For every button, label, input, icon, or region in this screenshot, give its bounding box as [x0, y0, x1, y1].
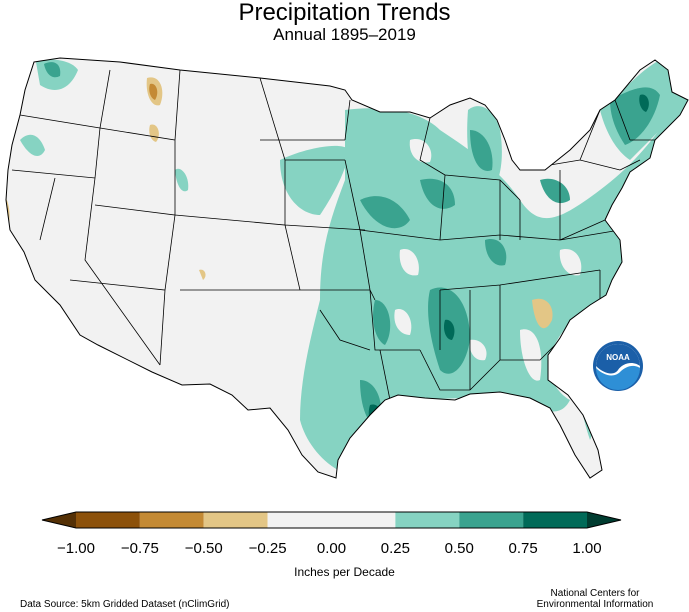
legend-tick-label: 0.75 [508, 540, 538, 557]
legend-bin [139, 512, 204, 528]
legend-bin [523, 512, 587, 528]
legend-title: Inches per Decade [294, 565, 395, 579]
legend-bin [76, 512, 140, 528]
legend-colorbar [41, 511, 622, 529]
map-subtitle: Annual 1895–2019 [273, 25, 416, 44]
legend-tick-label: −1.00 [57, 540, 95, 557]
ncei-credit-line-1: National Centers for [550, 588, 640, 599]
legend-tick-label: 1.00 [572, 540, 602, 557]
noaa-logo: NOAA [592, 340, 644, 392]
legend-tick-label: −0.75 [120, 540, 159, 557]
trend-shading [6, 59, 688, 470]
state-boundaries [11, 69, 660, 401]
data-source-note: Data Source: 5km Gridded Dataset (nClimG… [20, 599, 230, 610]
ncei-credit: National Centers for Environmental Infor… [520, 588, 670, 610]
legend-bin [203, 512, 268, 528]
legend-bin [395, 512, 460, 528]
legend-tick-label: 0.00 [316, 540, 347, 557]
legend-tick-label: −0.25 [248, 540, 287, 557]
legend-tick-label: 0.50 [444, 540, 474, 557]
legend-tick-label: −0.50 [184, 540, 223, 557]
legend-high-arrow [587, 512, 621, 528]
ncei-credit-line-2: Environmental Information [536, 599, 654, 610]
legend-bin [267, 512, 332, 528]
legend-tick-label: 0.25 [380, 540, 410, 557]
legend-bin [331, 512, 396, 528]
legend-low-arrow [42, 512, 76, 528]
map-title: Precipitation Trends [238, 0, 451, 26]
noaa-logo-text: NOAA [606, 353, 630, 362]
legend-bin [459, 512, 524, 528]
